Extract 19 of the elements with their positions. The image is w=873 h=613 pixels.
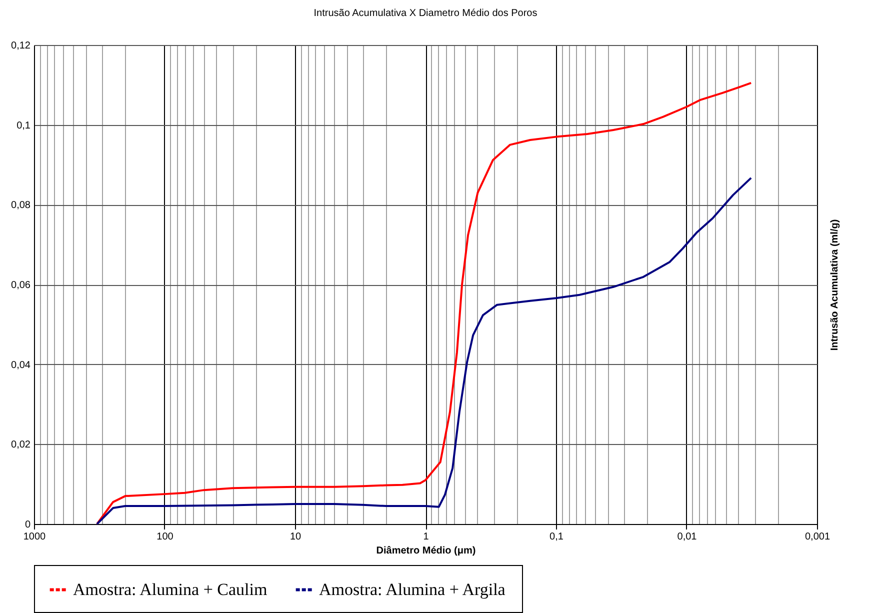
y-tick-label: 0,1 (16, 120, 31, 132)
legend-label: Amostra: Alumina + Caulim (73, 580, 268, 599)
y-tick-label: 0,04 (11, 360, 31, 371)
x-tick-label: 0,1 (550, 532, 564, 542)
x-tick-label: 10 (290, 532, 302, 542)
x-tick-label: 0,001 (804, 532, 830, 542)
y-axis-title: Intrusão Acumulativa (ml/g) (830, 219, 840, 351)
y-tick-label: 0,08 (11, 200, 31, 212)
y-tick-label: 0 (24, 520, 31, 530)
x-tick-label: 1000 (23, 532, 46, 542)
y-tick-label: 0,06 (11, 280, 31, 291)
chart-title: Intrusão Acumulativa X Diametro Médio dos Poros (314, 8, 538, 19)
x-axis-title: Diâmetro Médio (μm) (376, 546, 476, 556)
y-tick-label: 0,12 (11, 40, 31, 52)
x-tick-label: 100 (156, 532, 174, 542)
y-tick-label: 0,02 (11, 440, 31, 451)
legend-label: Amostra: Alumina + Argila (319, 580, 506, 599)
x-tick-label: 1 (423, 532, 430, 542)
x-tick-label: 0,01 (677, 532, 698, 542)
